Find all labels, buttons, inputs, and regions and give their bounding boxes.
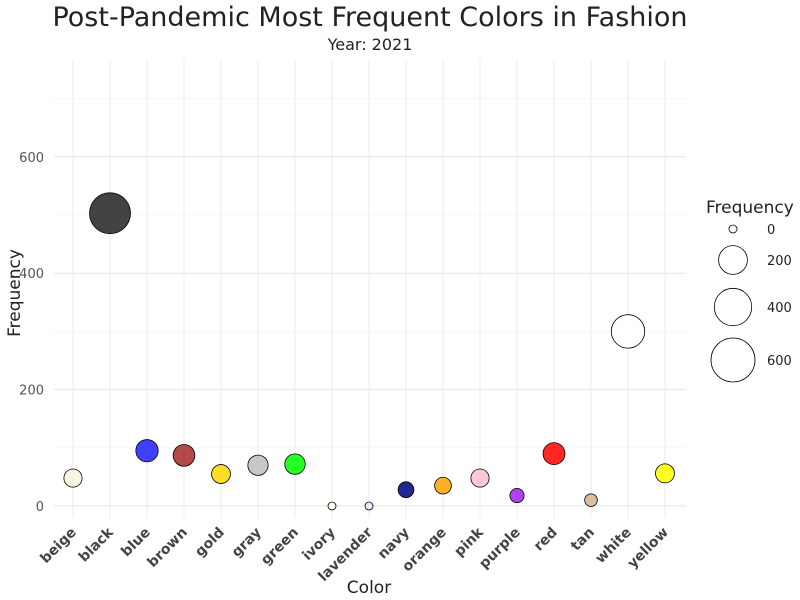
bubble-pink <box>470 468 490 488</box>
x-tick-label: gold <box>192 525 228 561</box>
x-tick-label: black <box>76 524 117 565</box>
legend-key-0 <box>728 224 738 234</box>
bubble-purple <box>509 488 525 504</box>
x-tick-label: yellow <box>625 524 672 571</box>
bubble-ivory <box>327 501 337 511</box>
bubble-red <box>542 442 566 465</box>
y-tick-label: 400 <box>19 267 44 282</box>
y-tick-label: 0 <box>36 500 44 515</box>
bubble-gold <box>211 464 231 484</box>
bubble-lavender <box>364 501 374 511</box>
legend-label: 0 <box>767 223 775 238</box>
bubble-brown <box>172 444 196 467</box>
grid-lines <box>54 60 686 518</box>
y-axis-title: Frequency <box>5 249 25 337</box>
bubble-beige <box>63 468 83 488</box>
x-axis-title: Color <box>347 578 391 598</box>
legend-key-400 <box>713 287 753 327</box>
bubble-yellow <box>655 463 675 484</box>
x-tick-label: brown <box>145 525 191 571</box>
data-points <box>63 192 675 511</box>
bubble-gray <box>247 454 269 476</box>
legend-label: 600 <box>767 354 792 369</box>
legend-title: Frequency <box>706 198 794 218</box>
bubble-tan <box>584 493 598 507</box>
x-tick-label: green <box>258 525 302 569</box>
bubble-orange <box>434 476 452 495</box>
bubble-navy <box>397 481 415 498</box>
bubble-green <box>284 453 306 475</box>
bubble-white <box>610 314 646 349</box>
legend-label: 200 <box>767 254 792 269</box>
size-legend: Frequency 0 200 400 600 <box>706 198 794 383</box>
x-tick-label: beige <box>38 525 80 567</box>
bubble-blue <box>135 439 159 463</box>
legend-key-200 <box>718 245 748 275</box>
legend-label: 400 <box>767 301 792 316</box>
legend-key-600 <box>710 337 756 383</box>
y-axis-ticks: 0 200 400 600 <box>19 151 44 515</box>
chart-subtitle: Year: 2021 <box>327 35 413 54</box>
y-tick-label: 200 <box>19 384 44 399</box>
x-tick-label: tan <box>568 525 598 555</box>
y-tick-label: 600 <box>19 151 44 166</box>
x-tick-label: purple <box>476 525 524 573</box>
x-tick-label: red <box>531 525 561 555</box>
chart-title: Post-Pandemic Most Frequent Colors in Fa… <box>52 2 688 33</box>
bubble-black <box>89 192 131 235</box>
